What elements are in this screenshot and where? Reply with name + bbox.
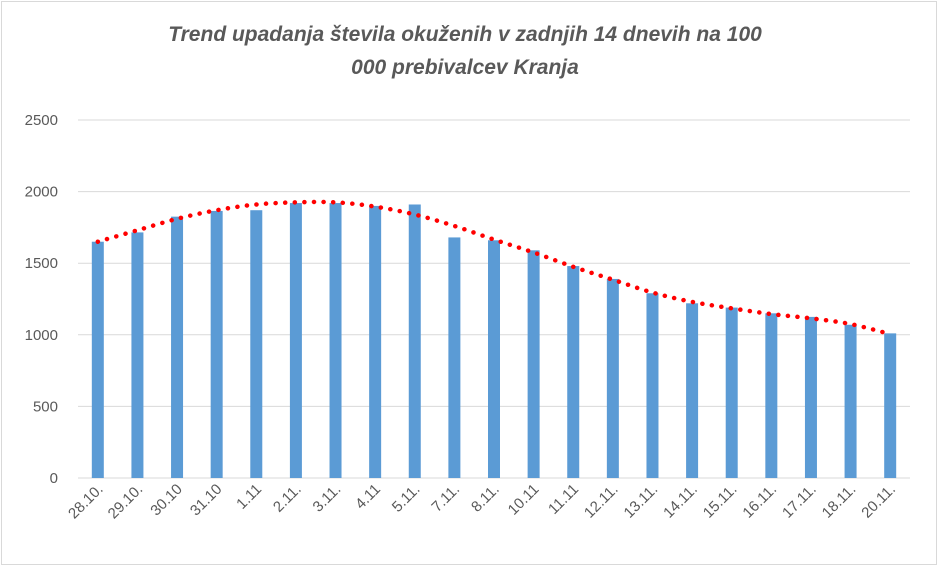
x-tick-label: 20.11.	[858, 481, 899, 522]
x-tick-label: 11.11	[545, 481, 582, 518]
x-tick-label: 7.11.	[428, 481, 463, 516]
x-tick-label: 2.11.	[270, 481, 305, 516]
x-tick-label: 16.11.	[739, 481, 780, 522]
bar	[725, 307, 738, 478]
x-tick-label: 30.10	[147, 481, 186, 520]
y-axis-ticks: 0 500 1000 1500 2000 2500	[25, 112, 58, 487]
x-tick-label: 14.11.	[660, 481, 701, 522]
y-tick-label: 500	[33, 398, 58, 415]
x-tick-label: 28.10.	[65, 481, 107, 523]
bar	[329, 203, 342, 478]
trendline-path	[95, 199, 893, 337]
bar	[289, 203, 302, 478]
x-tick-label: 29.10.	[105, 481, 147, 523]
bars	[91, 203, 897, 479]
x-tick-label: 5.11.	[389, 481, 424, 516]
bar	[567, 266, 580, 478]
bar	[369, 205, 382, 479]
bar	[91, 241, 104, 478]
x-tick-label: 18.11.	[819, 481, 860, 522]
bar	[686, 303, 699, 478]
chart-title-line-1: Trend upadanja števila okuženih v zadnji…	[168, 23, 762, 46]
x-tick-label: 13.11.	[621, 481, 662, 522]
chart-title: Trend upadanja števila okuženih v zadnji…	[70, 18, 860, 84]
bar	[527, 250, 540, 478]
x-tick-label: 8.11.	[468, 481, 503, 516]
y-tick-label: 1500	[25, 255, 58, 272]
bar	[646, 293, 659, 478]
y-tick-label: 2500	[25, 112, 58, 129]
bar	[448, 237, 461, 478]
bar	[171, 216, 184, 478]
bar	[250, 210, 263, 478]
bar	[488, 240, 500, 478]
y-tick-label: 1000	[25, 327, 58, 344]
y-tick-label: 0	[50, 470, 58, 487]
x-tick-label: 3.11.	[310, 481, 345, 516]
x-tick-label: 31.10	[187, 481, 226, 520]
bar	[844, 324, 857, 478]
x-tick-label: 4.11	[352, 481, 384, 513]
x-tick-label: 10.11	[505, 481, 543, 519]
bar	[131, 232, 144, 478]
y-tick-label: 2000	[25, 184, 58, 201]
chart-title-line-2: 000 prebivalcev Kranja	[351, 56, 579, 79]
x-tick-label: 15.11.	[700, 481, 741, 522]
trendline	[95, 199, 893, 337]
x-axis-ticks: 28.10.29.10. 30.10 31.10 1.11 2.11. 3.11. 4.11…	[65, 481, 899, 523]
bar	[210, 210, 223, 478]
bar	[606, 278, 619, 478]
bar	[884, 333, 897, 478]
bar	[408, 204, 421, 478]
x-tick-label: 12.11.	[581, 481, 622, 522]
x-tick-label: 17.11.	[779, 481, 820, 522]
x-tick-label: 1.11	[233, 481, 265, 513]
bar	[804, 316, 817, 478]
bar	[765, 313, 778, 478]
